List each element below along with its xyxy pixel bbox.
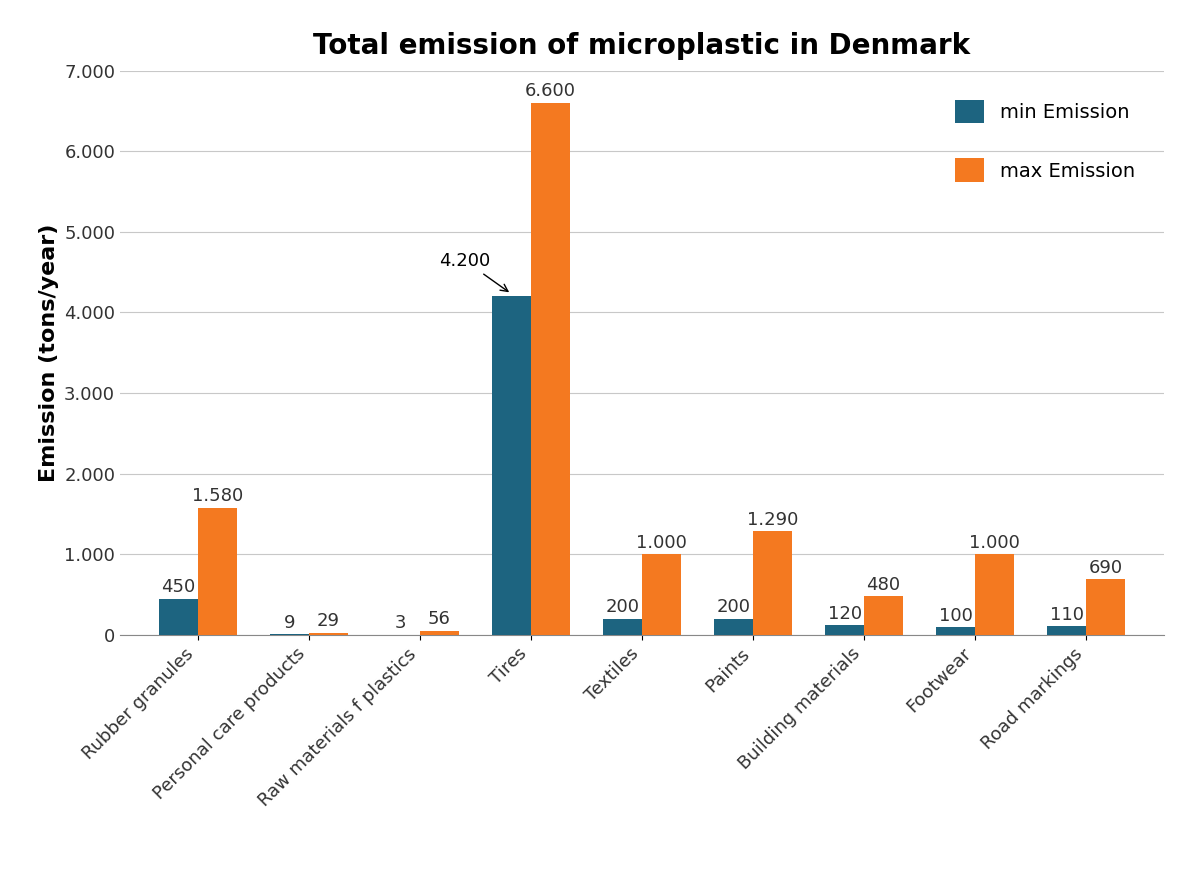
Text: 29: 29 xyxy=(317,612,340,631)
Bar xyxy=(754,531,792,635)
Bar xyxy=(1048,626,1086,635)
Bar xyxy=(530,103,570,635)
Bar xyxy=(976,555,1014,635)
Bar xyxy=(492,296,530,635)
Text: 1.000: 1.000 xyxy=(970,534,1020,552)
Text: 1.580: 1.580 xyxy=(192,487,242,505)
Bar xyxy=(864,596,904,635)
Legend: min Emission, max Emission: min Emission, max Emission xyxy=(936,80,1154,202)
Text: 100: 100 xyxy=(938,607,973,624)
Text: 200: 200 xyxy=(606,599,640,617)
Bar xyxy=(936,627,976,635)
Bar xyxy=(308,632,348,635)
Bar xyxy=(198,508,236,635)
Bar xyxy=(714,619,754,635)
Bar xyxy=(642,555,680,635)
Text: 4.200: 4.200 xyxy=(439,251,508,291)
Text: 56: 56 xyxy=(428,610,451,628)
Text: 120: 120 xyxy=(828,605,862,623)
Bar xyxy=(420,631,458,635)
Title: Total emission of microplastic in Denmark: Total emission of microplastic in Denmar… xyxy=(313,32,971,60)
Text: 6.600: 6.600 xyxy=(524,82,576,101)
Text: 480: 480 xyxy=(866,576,901,594)
Text: 9: 9 xyxy=(283,614,295,632)
Bar xyxy=(158,599,198,635)
Text: 690: 690 xyxy=(1088,559,1123,577)
Text: 1.000: 1.000 xyxy=(636,534,686,552)
Bar xyxy=(604,619,642,635)
Bar xyxy=(1086,579,1126,635)
Text: 450: 450 xyxy=(161,579,196,596)
Text: 200: 200 xyxy=(716,599,751,617)
Text: 110: 110 xyxy=(1050,606,1084,624)
Text: 3: 3 xyxy=(395,615,406,632)
Text: 1.290: 1.290 xyxy=(746,511,798,528)
Y-axis label: Emission (tons/year): Emission (tons/year) xyxy=(38,224,59,482)
Bar xyxy=(826,625,864,635)
